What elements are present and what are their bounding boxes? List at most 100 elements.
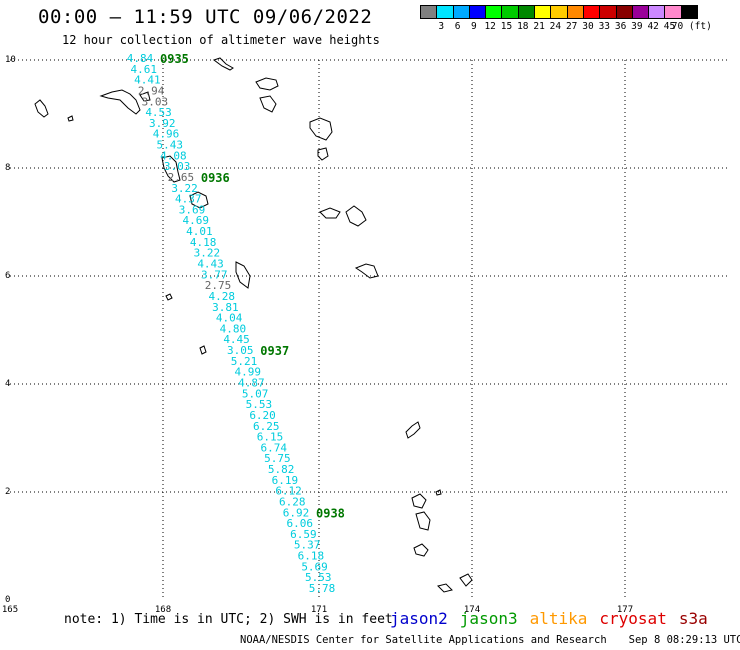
island xyxy=(405,421,421,439)
wave-height-value: 4.28 xyxy=(208,290,235,303)
wave-height-value: 5.69 xyxy=(301,560,328,573)
island xyxy=(189,191,209,209)
wave-height-value: 4.61 xyxy=(130,63,157,76)
satellite-label-jason2: jason2 xyxy=(390,609,448,628)
wave-height-value: 6.12 xyxy=(275,485,302,498)
wave-height-value: 4.37 xyxy=(175,193,202,206)
island xyxy=(259,95,277,113)
wave-height-value: 5.53 xyxy=(246,398,273,411)
wave-height-value: 4.96 xyxy=(153,128,180,141)
wave-height-value: 6.25 xyxy=(253,420,280,433)
island xyxy=(99,89,141,115)
legend-label: 42 xyxy=(647,21,659,32)
legend-label: 21 xyxy=(533,21,545,32)
map-subtitle: 12 hour collection of altimeter wave hei… xyxy=(62,33,380,47)
wave-height-value: 6.59 xyxy=(290,528,317,541)
legend-label: 18 xyxy=(517,21,529,32)
wave-height-value: 3.22 xyxy=(171,182,198,195)
wave-height-value: 5.78 xyxy=(309,582,336,595)
wave-height-value: 6.06 xyxy=(286,517,313,530)
wave-height-value: 2.65 xyxy=(168,171,195,184)
wave-height-value: 2.75 xyxy=(205,279,232,292)
legend-label: 39 xyxy=(631,21,643,32)
wave-height-value: 4.53 xyxy=(145,106,172,119)
longitude-tick-label: 174 xyxy=(464,605,480,615)
island xyxy=(199,345,207,355)
latitude-tick-label: 6 xyxy=(5,271,10,281)
credit-line: NOAA/NESDIS Center for Satellite Applica… xyxy=(240,634,740,646)
wave-height-value: 4.41 xyxy=(134,74,161,87)
island xyxy=(212,57,234,71)
island xyxy=(319,207,341,219)
wave-height-value: 2.94 xyxy=(138,84,165,97)
wave-height-value: 4.01 xyxy=(186,225,213,238)
altimeter-track: 4.844.614.412.943.034.533.924.965.434.08… xyxy=(127,52,345,595)
wave-height-value: 5.43 xyxy=(156,139,183,152)
units-note: note: 1) Time is in UTC; 2) SWH is in fe… xyxy=(64,612,393,627)
island xyxy=(67,115,74,122)
wave-height-value: 4.80 xyxy=(220,322,247,335)
legend-label: 12 xyxy=(484,21,496,32)
latitude-tick-label: 4 xyxy=(5,379,10,389)
longitude-tick-label: 165 xyxy=(2,605,18,615)
island xyxy=(411,493,427,509)
island xyxy=(437,583,453,593)
wave-height-value: 5.82 xyxy=(268,463,295,476)
island-outlines xyxy=(34,57,473,593)
credit-text: NOAA/NESDIS Center for Satellite Applica… xyxy=(240,634,607,646)
satellite-label-jason3: jason3 xyxy=(459,609,518,628)
satellite-legend: jason2 jason3 altika cryosat s3a xyxy=(390,609,720,628)
satellite-label-altika: altika xyxy=(529,609,588,628)
wave-height-value: 5.07 xyxy=(242,387,269,400)
pass-time-label: 0936 xyxy=(201,171,230,185)
wave-height-value: 5.21 xyxy=(231,355,258,368)
island xyxy=(161,155,181,183)
generated-timestamp: Sep 8 08:29:13 UTC 2022 xyxy=(628,634,740,646)
island xyxy=(345,205,367,227)
satellite-label-s3a: s3a xyxy=(678,609,708,628)
legend-label: 15 xyxy=(500,21,513,32)
latitude-tick-label: 0 xyxy=(5,595,10,605)
legend-label: 9 xyxy=(471,21,477,32)
island xyxy=(415,511,431,531)
legend-label: 6 xyxy=(454,21,461,32)
wave-height-value: 4.99 xyxy=(234,366,261,379)
island xyxy=(235,261,251,289)
wave-height-value: 4.18 xyxy=(190,236,217,249)
pass-time-label: 0937 xyxy=(260,344,289,358)
map-title: 00:00 – 11:59 UTC 09/06/2022 xyxy=(38,6,373,28)
wave-height-value: 6.92 xyxy=(283,506,310,519)
wave-height-value: 3.81 xyxy=(212,301,239,314)
legend-label: 30 xyxy=(582,21,594,32)
map-grid: 165 168 171 174 177 0 2 4 6 8 10 xyxy=(2,55,730,615)
pass-time-label: 0938 xyxy=(316,506,345,520)
longitude-tick-label: 168 xyxy=(155,605,171,615)
wave-height-value: 3.05 xyxy=(227,344,254,357)
legend-label: 70 (ft) xyxy=(671,21,712,32)
wave-height-value: 4.87 xyxy=(238,376,265,389)
wave-height-value: 4.69 xyxy=(182,214,209,227)
wave-height-value: 5.37 xyxy=(294,539,321,552)
legend-label: 3 xyxy=(438,21,445,32)
island xyxy=(255,77,279,91)
island xyxy=(309,117,333,141)
latitude-tick-label: 10 xyxy=(5,55,16,65)
wave-height-value: 6.18 xyxy=(298,550,325,563)
pass-time-label: 0935 xyxy=(160,52,189,66)
wave-height-value: 3.03 xyxy=(164,160,191,173)
wave-height-value: 6.28 xyxy=(279,495,306,508)
island xyxy=(34,99,49,118)
wave-height-value: 3.77 xyxy=(201,268,228,281)
latitude-tick-label: 8 xyxy=(5,163,10,173)
legend-swatch xyxy=(680,5,699,19)
legend-label: 36 xyxy=(614,21,627,32)
island xyxy=(354,263,379,279)
legend-label: 24 xyxy=(549,21,562,32)
legend-label: 45 xyxy=(663,21,676,32)
island xyxy=(139,91,151,102)
wave-height-value: 4.43 xyxy=(197,258,224,271)
wave-height-value: 4.08 xyxy=(160,149,187,162)
wave-height-value: 6.74 xyxy=(260,441,287,454)
legend-labels: 3 6 9 12 15 18 21 24 27 30 33 36 39 42 45 70 (ft) xyxy=(421,21,740,33)
